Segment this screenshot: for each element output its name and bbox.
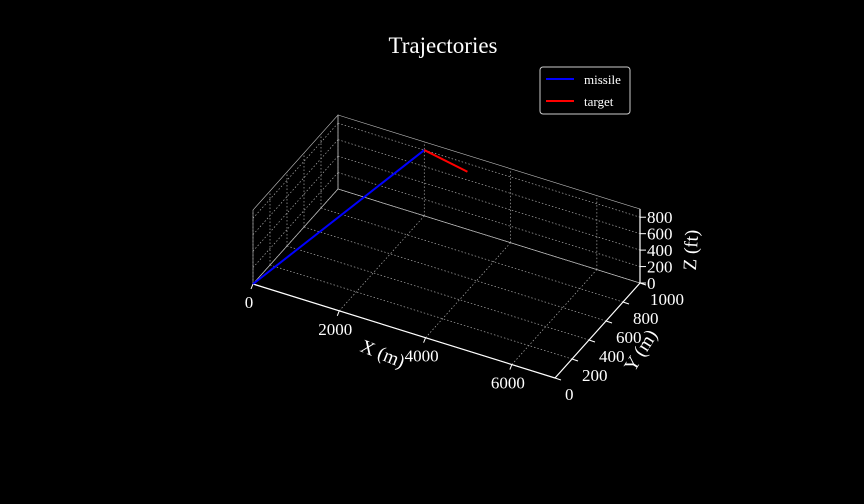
grid-line-y	[303, 226, 607, 322]
x-tick-label: 0	[245, 293, 254, 312]
y-tick-label: 0	[565, 385, 574, 404]
grid-lines	[252, 115, 641, 379]
z-tick-label: 800	[647, 208, 673, 227]
grid-line-z	[337, 172, 641, 267]
series-line-missile	[252, 149, 425, 285]
grid-line-z	[337, 122, 641, 218]
series-lines	[252, 149, 468, 285]
grid-line-z	[337, 139, 641, 235]
y-tick-label: 200	[582, 366, 608, 385]
y-axis-line	[554, 282, 641, 379]
x-tick-label: 6000	[491, 374, 525, 393]
x-tick-label: 2000	[318, 320, 352, 339]
y-tick-label: 1000	[650, 290, 684, 309]
y-tick-label: 600	[616, 328, 642, 347]
legend-label-target: target	[584, 94, 614, 109]
legend: missile target	[539, 66, 631, 115]
grid-line-z	[252, 172, 339, 268]
y-tick-mark	[554, 377, 562, 381]
x-tick-label: 4000	[405, 347, 439, 366]
axis-panes	[252, 114, 641, 379]
z-tick-label: 600	[647, 225, 673, 244]
x-tick-mark	[423, 337, 427, 343]
grid-line-z	[252, 188, 339, 285]
x-tick-mark	[509, 364, 513, 370]
grid-line-x	[511, 269, 598, 365]
chart-title: Trajectories	[388, 33, 497, 58]
y-tick-mark	[622, 301, 630, 305]
x-axis-label: X (m)	[357, 336, 407, 373]
y-tick-mark	[605, 320, 613, 324]
grid-line-z	[337, 155, 641, 251]
y-tick-label: 400	[599, 347, 625, 366]
axis-lines	[250, 209, 647, 381]
z-tick-label: 0	[647, 274, 656, 293]
grid-line-y	[320, 207, 624, 303]
grid-line-z	[252, 122, 339, 219]
grid-line-y	[286, 245, 590, 341]
grid-line-x	[425, 242, 511, 338]
z-axis-label: Z (ft)	[680, 229, 703, 271]
legend-label-missile: missile	[584, 72, 621, 87]
x-axis-line	[252, 283, 556, 379]
x-tick-mark	[250, 283, 254, 290]
pane-floor	[252, 188, 641, 379]
pane-back-wall	[337, 114, 641, 284]
grid-line-x	[339, 215, 425, 312]
x-tick-mark	[336, 310, 340, 317]
series-line-target	[423, 149, 468, 173]
grid-line-z	[252, 155, 339, 252]
y-tick-mark	[588, 339, 596, 343]
tick-labels: 0200040006000020040060080010000200400600…	[245, 208, 684, 404]
grid-line-z	[337, 188, 641, 284]
grid-line-y	[269, 264, 573, 360]
z-tick-label: 200	[647, 258, 673, 277]
y-tick-label: 800	[633, 309, 659, 328]
grid-line-z	[252, 139, 339, 235]
y-tick-mark	[571, 358, 579, 362]
z-tick-label: 400	[647, 241, 673, 260]
pane-side-wall	[252, 114, 339, 285]
